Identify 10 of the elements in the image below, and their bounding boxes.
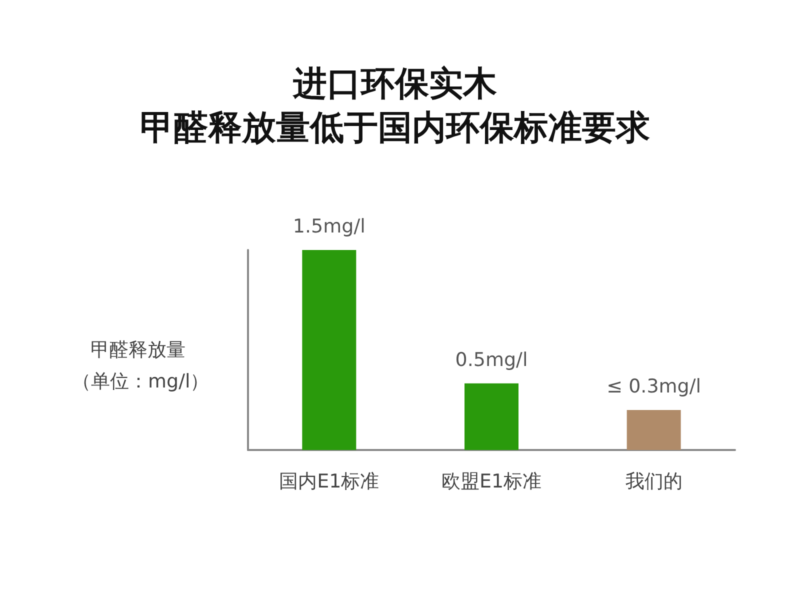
text: （单位：mg/l）	[72, 370, 210, 392]
chart-subtitle: 甲醛释放量低于国内环保标准要求	[140, 108, 650, 148]
data-label: 1.5mg/l	[292, 216, 366, 238]
y-axis-title: 甲醛释放量	[90, 339, 186, 361]
chart-title: 进口环保实木	[292, 64, 497, 104]
data-label: 0.5mg/l	[455, 348, 528, 371]
x-tick-label: 欧盟E1标准	[441, 470, 542, 492]
x-tick-label: 我们的	[625, 470, 682, 492]
x-tick-label: 国内E1标准	[279, 470, 380, 492]
data-label: ≤ 0.3mg/l	[606, 376, 702, 398]
